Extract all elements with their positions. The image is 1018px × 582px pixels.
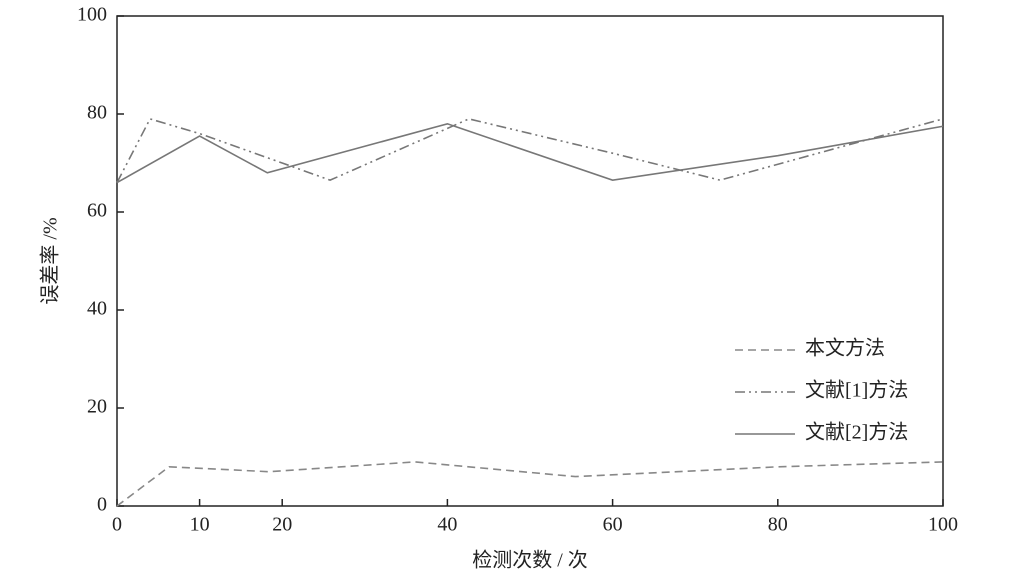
y-tick-label: 0 [97,494,107,516]
y-tick-label: 100 [77,4,107,26]
x-tick-label: 100 [928,514,958,536]
x-tick-label: 0 [112,514,122,536]
x-tick-label: 80 [768,514,788,536]
legend-label: 本文方法 [805,337,885,360]
series-line [116,122,944,184]
x-tick-label: 20 [272,514,292,536]
x-axis-label: 检测次数 / 次 [472,549,588,572]
y-tick-label: 60 [87,200,107,222]
x-tick-label: 40 [437,514,457,536]
y-tick-label: 80 [87,102,107,124]
x-tick-label: 10 [190,514,210,536]
y-axis-label: 误差率 /% [39,217,62,304]
plot-frame [116,15,944,507]
series-line [116,461,944,507]
x-tick-label: 60 [603,514,623,536]
y-tick-label: 40 [87,298,107,320]
y-tick-label: 20 [87,396,107,418]
legend-label: 文献[2]方法 [805,421,908,444]
series-line [116,117,944,183]
legend-label: 文献[1]方法 [805,379,908,402]
